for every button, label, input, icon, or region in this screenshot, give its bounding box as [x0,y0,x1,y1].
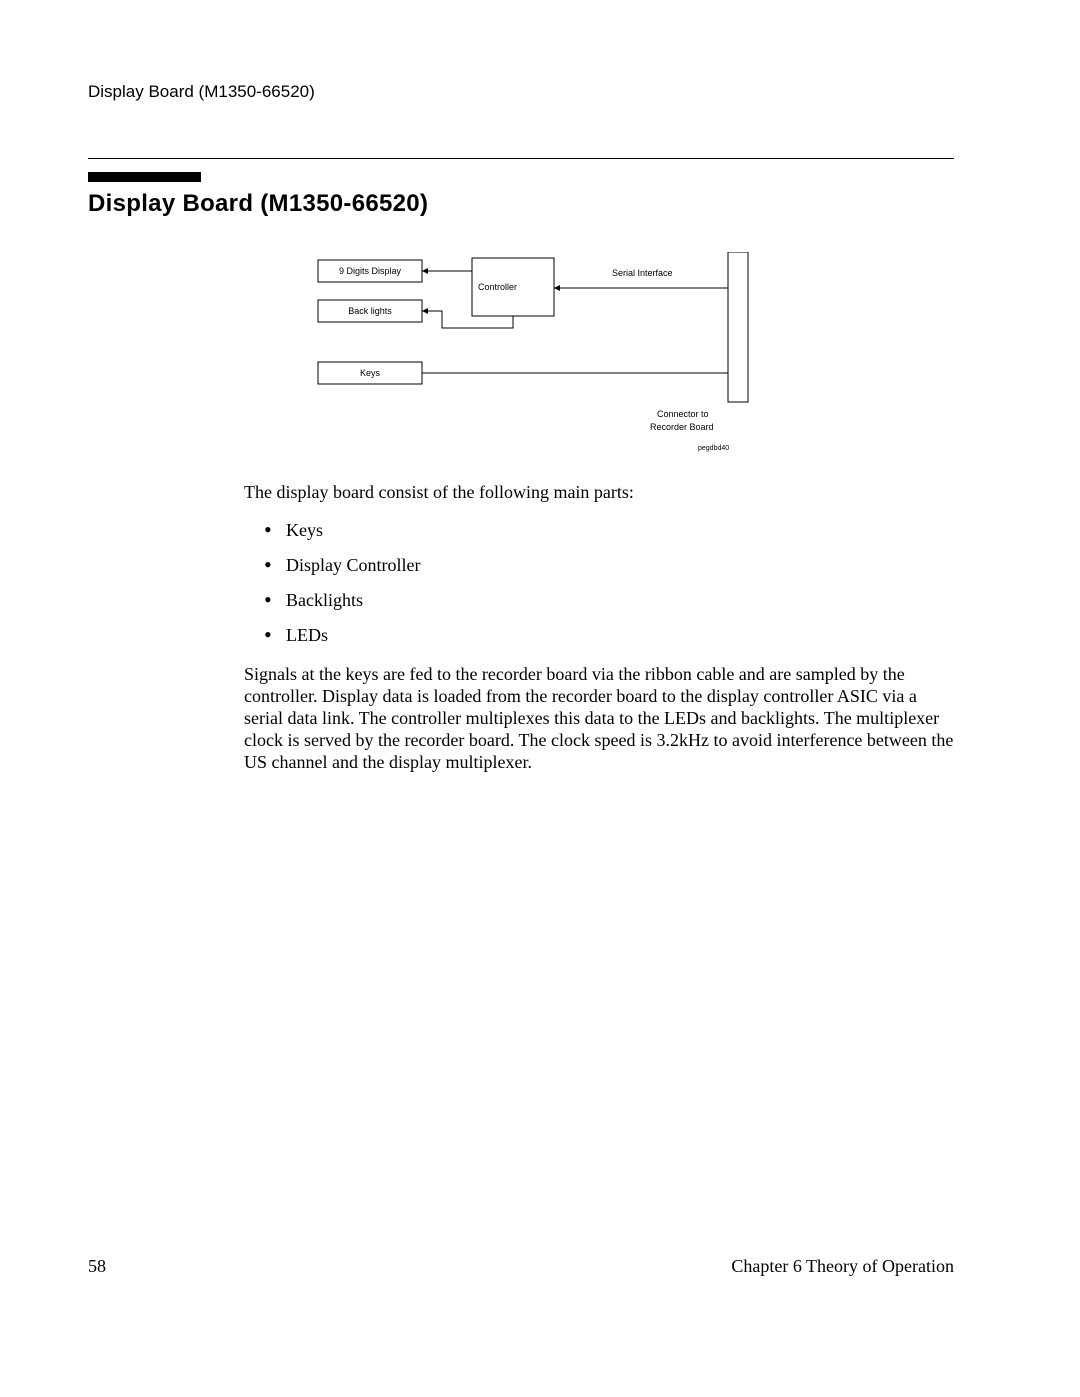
svg-text:Controller: Controller [478,282,517,292]
chapter-footer: Chapter 6 Theory of Operation [731,1256,954,1277]
thin-rule [88,158,954,159]
bullet-item: Backlights [244,590,954,611]
svg-text:Back lights: Back lights [348,306,392,316]
svg-text:9 Digits Display: 9 Digits Display [339,266,402,276]
block-diagram: 9 Digits Display Back lights Keys Controlle… [312,252,752,472]
bullet-list: Keys Display Controller Backlights LEDs [244,506,954,646]
svg-text:Serial Interface: Serial Interface [612,268,673,278]
svg-text:Connector to: Connector to [657,409,709,419]
intro-paragraph: The display board consist of the followi… [244,481,954,503]
bullet-item: Display Controller [244,555,954,576]
page-number: 58 [88,1256,106,1277]
document-page: Display Board (M1350-66520) Display Boar… [0,0,1080,1397]
running-head: Display Board (M1350-66520) [88,82,315,102]
section-heading: Display Board (M1350-66520) [88,190,428,218]
svg-text:pegdbd40: pegdbd40 [698,445,729,452]
svg-text:Recorder Board: Recorder Board [650,422,714,432]
block-diagram-svg: 9 Digits Display Back lights Keys Controlle… [312,252,752,472]
svg-text:Keys: Keys [360,368,381,378]
bullet-item: Keys [244,520,954,541]
main-paragraph: Signals at the keys are fed to the recor… [244,663,954,773]
thick-bar [88,172,201,182]
bullet-item: LEDs [244,625,954,646]
